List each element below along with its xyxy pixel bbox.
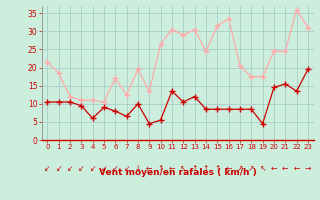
- X-axis label: Vent moyen/en rafales ( km/h ): Vent moyen/en rafales ( km/h ): [99, 168, 256, 177]
- Text: ↙: ↙: [44, 164, 51, 173]
- Text: ←: ←: [225, 164, 232, 173]
- Text: ↖: ↖: [260, 164, 266, 173]
- Text: ↑: ↑: [214, 164, 220, 173]
- Text: ←: ←: [146, 164, 152, 173]
- Text: ←: ←: [169, 164, 175, 173]
- Text: ←: ←: [271, 164, 277, 173]
- Text: ↑: ↑: [203, 164, 209, 173]
- Text: ↖: ↖: [180, 164, 187, 173]
- Text: ↙: ↙: [67, 164, 73, 173]
- Text: ←: ←: [282, 164, 288, 173]
- Text: ↙: ↙: [101, 164, 107, 173]
- Text: ↙: ↙: [112, 164, 118, 173]
- Text: →: →: [305, 164, 311, 173]
- Text: ↙: ↙: [89, 164, 96, 173]
- Text: ↓: ↓: [135, 164, 141, 173]
- Text: ↙: ↙: [124, 164, 130, 173]
- Text: ↙: ↙: [55, 164, 62, 173]
- Text: ↑: ↑: [191, 164, 198, 173]
- Text: ↙: ↙: [78, 164, 84, 173]
- Text: ←: ←: [293, 164, 300, 173]
- Text: ↗: ↗: [237, 164, 243, 173]
- Text: ↗: ↗: [248, 164, 254, 173]
- Text: ↑: ↑: [157, 164, 164, 173]
